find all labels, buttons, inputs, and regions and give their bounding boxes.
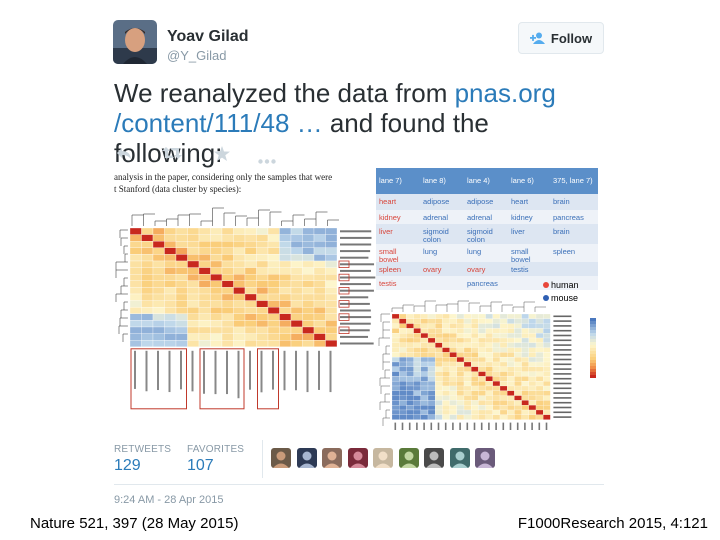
figure-left-caption-line1: analysis in the paper, considering only … xyxy=(114,172,332,182)
favoriter-avatar[interactable] xyxy=(475,448,495,468)
favoriter-avatar[interactable] xyxy=(271,448,291,468)
table-cell: testis xyxy=(511,265,529,274)
table-cell: heart xyxy=(379,197,397,206)
more-icon[interactable] xyxy=(258,151,276,169)
favoriter-avatar[interactable] xyxy=(424,448,444,468)
table-cell: bowel xyxy=(511,255,531,264)
retweets-count[interactable]: 129 xyxy=(114,457,141,474)
favoriter-avatar[interactable] xyxy=(296,448,317,468)
table-header-cell: lane 8) xyxy=(423,176,446,185)
table-cell: lung xyxy=(423,247,437,256)
favoriter-avatar[interactable] xyxy=(373,448,393,468)
tweet-stats: RETWEETS 129 FAVORITES 107 xyxy=(114,440,604,484)
favorites-count[interactable]: 107 xyxy=(187,457,214,474)
favorite-icon[interactable] xyxy=(214,146,230,166)
table-cell: brain xyxy=(553,227,570,236)
retweets-label: RETWEETS xyxy=(114,444,172,455)
favoriter-avatar[interactable] xyxy=(322,448,342,468)
table-cell: small xyxy=(511,247,529,256)
left-dendrogram xyxy=(115,207,339,342)
table-cell: bowel xyxy=(379,255,399,264)
table-cell: ovary xyxy=(423,265,442,274)
table-cell: colon xyxy=(467,235,485,244)
figure-left-caption-line2: t Stanford (data cluster by species): xyxy=(114,184,241,194)
favoriter-avatar[interactable] xyxy=(398,448,419,468)
table-cell: kidney xyxy=(379,213,401,222)
table-cell: adipose xyxy=(467,197,493,206)
table-header-cell: lane 7) xyxy=(379,176,402,185)
tissue-table: lane 7) lane 8) lane 4) lane 6) 375, lane 7)… xyxy=(376,168,598,290)
tweet-text-part1: We reanalyzed the data from xyxy=(114,78,455,108)
species-legend: human mouse xyxy=(543,280,579,303)
left-heatmap xyxy=(129,227,376,399)
table-cell: liver xyxy=(511,227,525,236)
favoriter-avatar[interactable] xyxy=(347,448,368,468)
table-header-cell: lane 6) xyxy=(511,176,534,185)
table-cell: ovary xyxy=(467,265,486,274)
table-cell: lung xyxy=(467,247,481,256)
tweet-timestamp[interactable]: 9:24 AM - 28 Apr 2015 xyxy=(114,494,224,506)
human-legend-label: human xyxy=(551,280,579,290)
citation-right: F1000Research 2015, 4:121 xyxy=(517,515,708,532)
table-cell: sigmoid xyxy=(467,227,493,236)
favorites-label: FAVORITES xyxy=(187,444,245,455)
table-cell: adipose xyxy=(423,197,449,206)
add-user-icon xyxy=(529,32,546,44)
table-cell: liver xyxy=(379,227,393,236)
table-cell: colon xyxy=(423,235,441,244)
table-cell: spleen xyxy=(553,247,575,256)
table-cell: heart xyxy=(511,197,529,206)
left-highlight-boxes xyxy=(130,260,350,410)
table-cell: kidney xyxy=(511,213,533,222)
tweet-text-part2: and found the following: xyxy=(114,108,489,168)
favoriter-avatar[interactable] xyxy=(449,448,470,468)
mouse-legend-dot xyxy=(543,295,549,301)
author-username[interactable]: @Y_Gilad xyxy=(167,48,227,63)
citation-left: Nature 521, 397 (28 May 2015) xyxy=(30,515,239,532)
author-fullname[interactable]: Yoav Gilad xyxy=(167,28,249,45)
tweet-text: We reanalyzed the data from pnas.org /co… xyxy=(114,78,604,168)
table-cell: testis xyxy=(379,279,397,288)
table-cell: brain xyxy=(553,197,570,206)
table-cell: adrenal xyxy=(467,213,492,222)
human-legend-dot xyxy=(543,282,549,288)
tweet-actions xyxy=(116,146,276,164)
reply-icon[interactable] xyxy=(116,146,132,165)
table-cell: pancreas xyxy=(467,279,498,288)
retweet-icon[interactable] xyxy=(162,146,182,165)
tweet-link[interactable]: pnas.org /content/111/48 … xyxy=(114,78,556,138)
table-cell: small xyxy=(379,247,397,256)
table-cell: adrenal xyxy=(423,213,448,222)
table-header-cell: 375, lane 7) xyxy=(553,176,593,185)
follow-button[interactable]: Follow xyxy=(518,22,604,54)
follow-button-label: Follow xyxy=(550,30,593,46)
tweet-media[interactable]: analysis in the paper, considering only … xyxy=(114,168,598,445)
table-header-cell: lane 4) xyxy=(467,176,490,185)
table-cell: pancreas xyxy=(553,213,584,222)
figure-image: analysis in the paper, considering only … xyxy=(114,168,598,445)
table-cell: sigmoid xyxy=(423,227,449,236)
table-cell: spleen xyxy=(379,265,401,274)
mouse-legend-label: mouse xyxy=(551,293,578,303)
stats-divider xyxy=(262,440,263,478)
avatar[interactable] xyxy=(113,20,157,64)
tweet-divider xyxy=(114,484,604,485)
